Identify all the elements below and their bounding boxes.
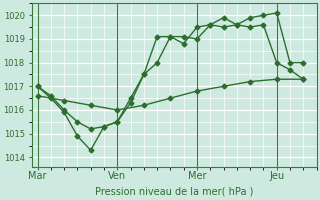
X-axis label: Pression niveau de la mer( hPa ): Pression niveau de la mer( hPa ) <box>95 187 253 197</box>
